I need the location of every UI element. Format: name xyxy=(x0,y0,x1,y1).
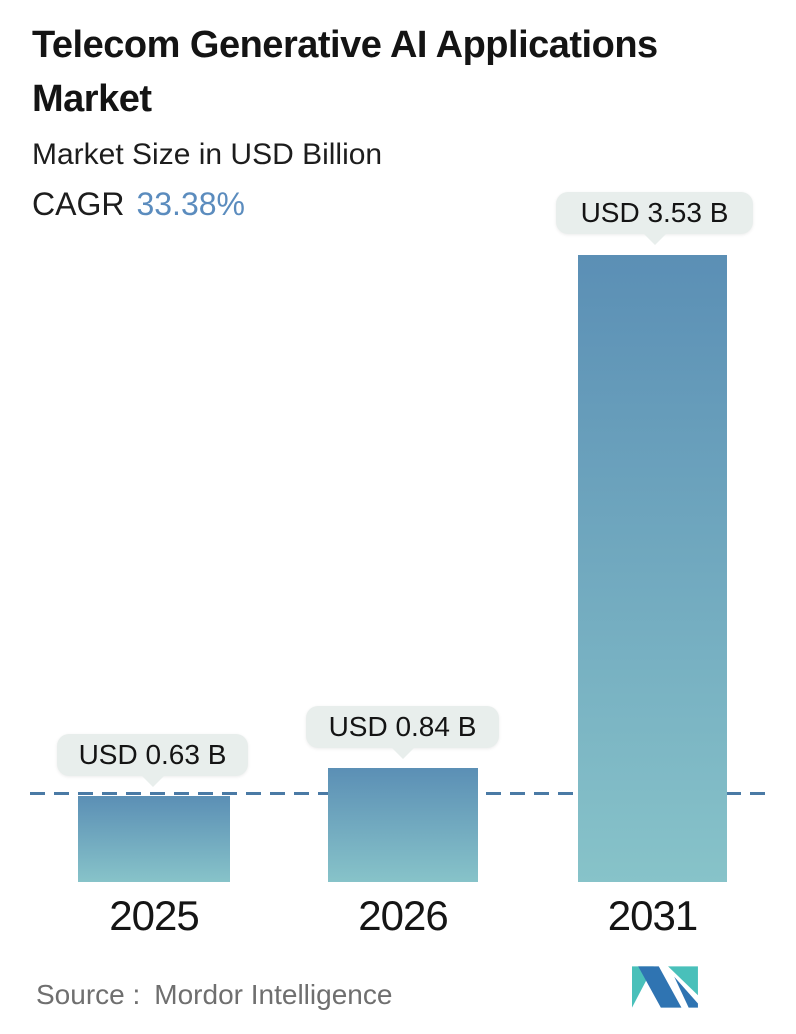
x-axis-label-2025: 2025 xyxy=(109,892,199,939)
cagr-row: CAGR 33.38% xyxy=(32,186,245,223)
x-axis-label-2031: 2031 xyxy=(607,892,698,939)
source-value: Mordor Intelligence xyxy=(154,979,393,1010)
cagr-label: CAGR xyxy=(32,186,125,222)
x-axis-label-2026: 2026 xyxy=(358,892,448,939)
bubble-tail-icon xyxy=(390,747,415,759)
value-bubble-2025: USD 0.63 B xyxy=(57,734,248,787)
page-title: Telecom Generative AI Applications Marke… xyxy=(32,24,658,120)
bubble-tail-icon xyxy=(140,775,165,787)
bubble-tail-icon xyxy=(642,233,667,245)
source-label: Source : xyxy=(36,979,141,1010)
value-bubble-label: USD 3.53 B xyxy=(580,197,729,228)
value-bubble-label: USD 0.63 B xyxy=(78,739,227,770)
bar-2031[interactable] xyxy=(578,255,727,882)
chart-subtitle: Market Size in USD Billion xyxy=(32,138,383,171)
value-bubble-2031: USD 3.53 B xyxy=(556,192,753,245)
bar-2026[interactable] xyxy=(328,768,478,882)
cagr-value: 33.38% xyxy=(136,186,245,222)
source-line: Source : Mordor Intelligence xyxy=(36,979,392,1011)
value-bubble-label: USD 0.84 B xyxy=(328,711,477,742)
value-bubble-2026: USD 0.84 B xyxy=(306,706,499,759)
bar-2025[interactable] xyxy=(78,796,230,882)
mordor-intelligence-logo-icon xyxy=(632,966,698,1008)
